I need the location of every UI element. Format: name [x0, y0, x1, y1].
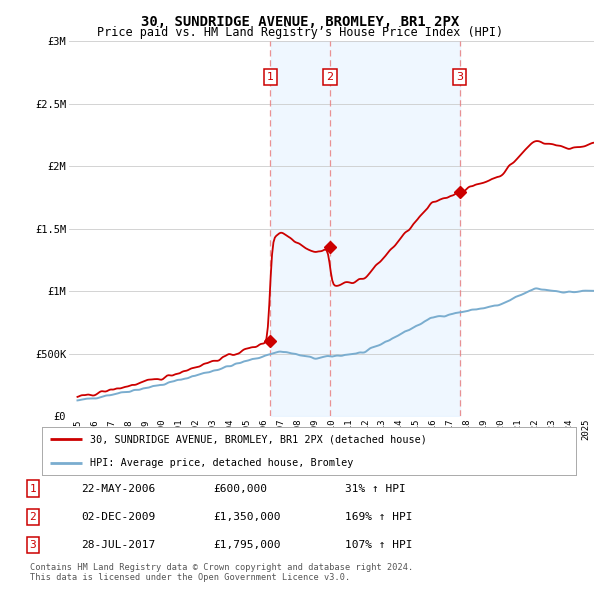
Text: 107% ↑ HPI: 107% ↑ HPI	[345, 540, 413, 550]
Text: 28-JUL-2017: 28-JUL-2017	[81, 540, 155, 550]
Text: 31% ↑ HPI: 31% ↑ HPI	[345, 484, 406, 493]
Text: 3: 3	[29, 540, 37, 550]
Text: HPI: Average price, detached house, Bromley: HPI: Average price, detached house, Brom…	[90, 458, 353, 468]
Text: 1: 1	[266, 72, 274, 82]
Text: 30, SUNDRIDGE AVENUE, BROMLEY, BR1 2PX (detached house): 30, SUNDRIDGE AVENUE, BROMLEY, BR1 2PX (…	[90, 434, 427, 444]
Text: 22-MAY-2006: 22-MAY-2006	[81, 484, 155, 493]
Text: Contains HM Land Registry data © Crown copyright and database right 2024.: Contains HM Land Registry data © Crown c…	[30, 563, 413, 572]
Text: £600,000: £600,000	[213, 484, 267, 493]
Text: This data is licensed under the Open Government Licence v3.0.: This data is licensed under the Open Gov…	[30, 573, 350, 582]
Text: 2: 2	[326, 72, 334, 82]
Text: Price paid vs. HM Land Registry’s House Price Index (HPI): Price paid vs. HM Land Registry’s House …	[97, 26, 503, 39]
Text: 02-DEC-2009: 02-DEC-2009	[81, 512, 155, 522]
Text: £1,795,000: £1,795,000	[213, 540, 281, 550]
Text: 1: 1	[29, 484, 37, 493]
Text: 3: 3	[456, 72, 463, 82]
Text: 169% ↑ HPI: 169% ↑ HPI	[345, 512, 413, 522]
Text: 30, SUNDRIDGE AVENUE, BROMLEY, BR1 2PX: 30, SUNDRIDGE AVENUE, BROMLEY, BR1 2PX	[141, 15, 459, 30]
Text: £1,350,000: £1,350,000	[213, 512, 281, 522]
Text: 2: 2	[29, 512, 37, 522]
